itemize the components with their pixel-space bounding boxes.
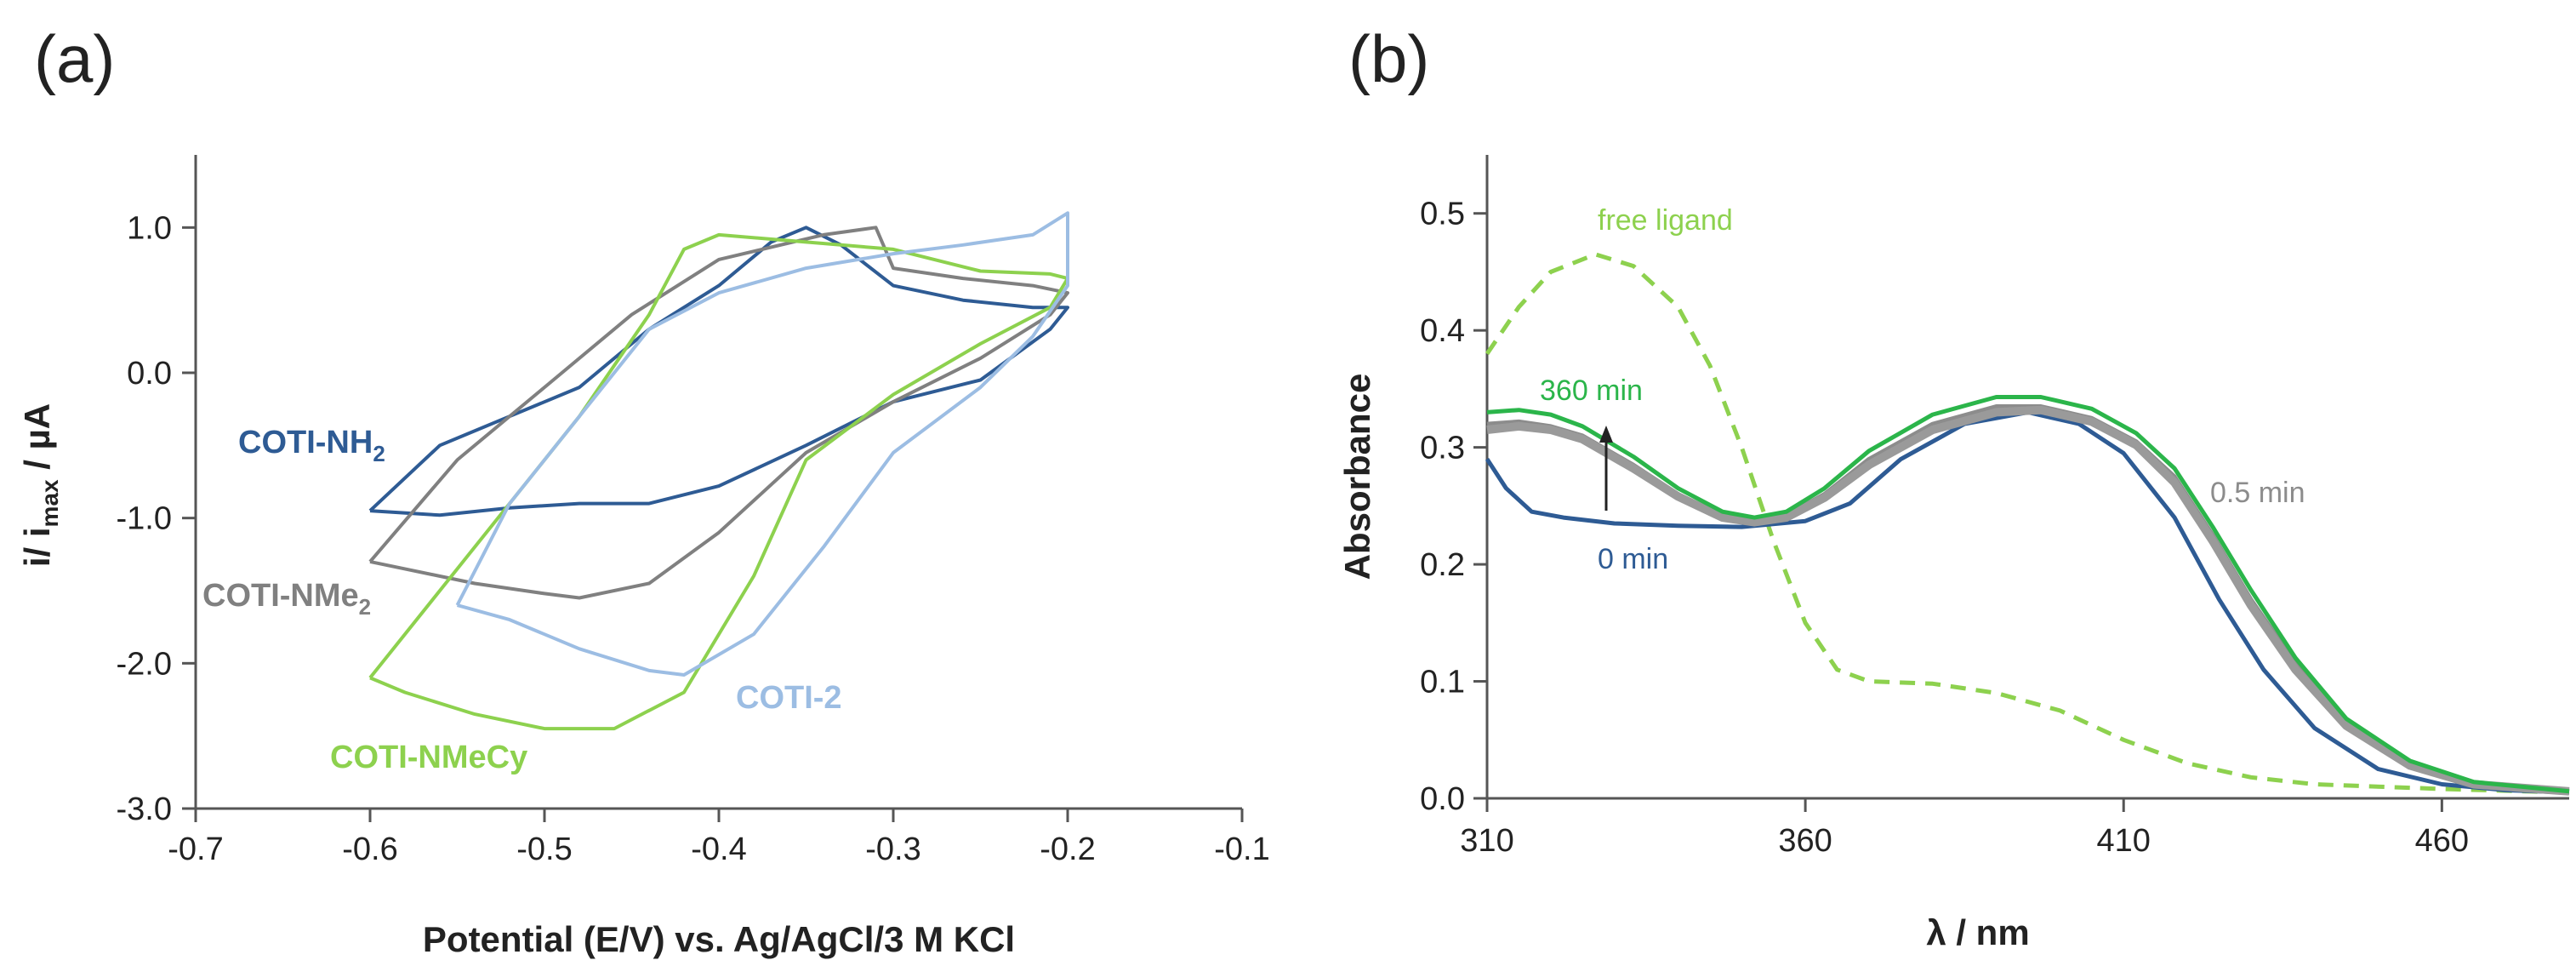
cv-y-axis-label: i/ imax / µA <box>17 403 63 567</box>
uv-y-tick-label: 0.4 <box>1420 313 1465 349</box>
uv-y-tick-label: 0.3 <box>1420 431 1465 466</box>
cv-y-tick-label: -2.0 <box>117 646 172 682</box>
uv-x-tick-label: 310 <box>1460 823 1513 859</box>
uv-x-tick-label: 460 <box>2415 823 2469 859</box>
uv-y-tick-label: 0.5 <box>1420 197 1465 232</box>
uv-y-tick-label: 0.0 <box>1420 781 1465 817</box>
cv-x-tick-label: -0.3 <box>865 832 920 867</box>
label-coti-nme2: COTI-NMe2 <box>202 578 371 620</box>
cv-y-tick-label: 0.0 <box>127 356 172 392</box>
annotation-0-min: 0 min <box>1598 543 1668 575</box>
label-coti-nmecy: COTI-NMeCy <box>330 740 527 775</box>
panel-label-a: (a) <box>34 21 115 96</box>
cv-x-tick-label: -0.7 <box>168 832 223 867</box>
trend-arrow-head <box>1599 426 1613 443</box>
label-coti-2: COTI-2 <box>736 680 842 716</box>
uv-trace-360-min <box>1486 395 2570 794</box>
annotation-free-ligand: free ligand <box>1598 204 1733 237</box>
uv-trace-free-ligand <box>1485 252 2570 795</box>
uv-y-tick-label: 0.1 <box>1420 665 1465 700</box>
cv-y-tick-label: -3.0 <box>117 792 172 827</box>
cv-x-tick-label: -0.6 <box>342 832 397 867</box>
uv-trace-0-5-min <box>1486 404 2570 794</box>
uv-x-tick-label: 360 <box>1778 823 1832 859</box>
cv-y-tick-label: -1.0 <box>117 501 172 537</box>
uv-trace-0-min <box>1485 409 2570 795</box>
uv-x-axis-label: λ / nm <box>1926 912 2029 952</box>
uv-vis-chart: 310 360 410 460 0.0 0.1 0.2 0.3 0.4 0.5 λ / nm Ab… <box>1337 155 2570 952</box>
uv-y-tick-label: 0.2 <box>1420 547 1465 583</box>
cv-x-tick-label: -0.2 <box>1040 832 1095 867</box>
annotation-0-5-min: 0.5 min <box>2210 477 2305 509</box>
cv-trace-coti-2 <box>455 211 1069 677</box>
uv-x-tick-label: 410 <box>2097 823 2151 859</box>
cv-trace-coti-nme2 <box>368 226 1069 600</box>
uv-trace-gray-trace <box>1486 405 2570 796</box>
cv-x-tick-label: -0.4 <box>691 832 746 867</box>
cv-x-axis-label: Potential (E/V) vs. Ag/AgCl/3 M KCl <box>423 919 1015 959</box>
annotation-360-min: 360 min <box>1540 374 1643 407</box>
cv-x-tick-label: -0.5 <box>516 832 572 867</box>
cv-trace-coti-nh2 <box>368 226 1069 517</box>
cv-y-tick-label: 1.0 <box>127 210 172 246</box>
uv-y-axis-label: Absorbance <box>1337 374 1377 580</box>
panel-label-b: (b) <box>1348 21 1429 96</box>
label-coti-nh2: COTI-NH2 <box>238 425 385 466</box>
cv-x-tick-label: -0.1 <box>1214 832 1269 867</box>
cv-chart: -0.7 -0.6 -0.5 -0.4 -0.3 -0.2 -0.1 1.0 0.0 -1.0 -2… <box>17 155 1270 959</box>
